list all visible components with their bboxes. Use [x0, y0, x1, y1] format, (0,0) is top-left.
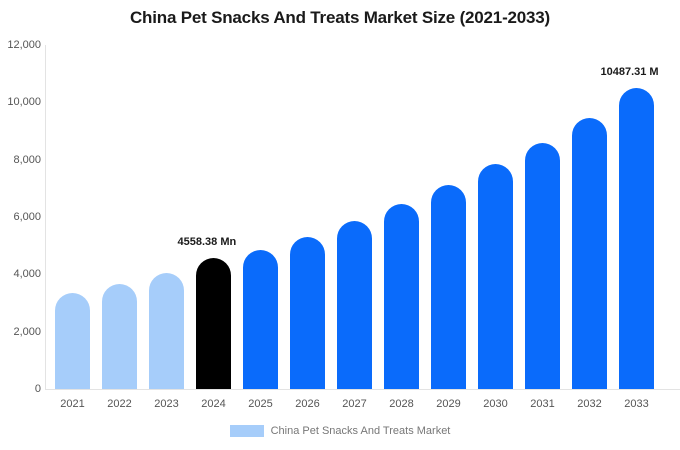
legend-swatch-icon — [229, 425, 264, 437]
x-axis-tick-label: 2025 — [248, 398, 273, 410]
legend-item-label: China Pet Snacks And Treats Market — [270, 425, 451, 437]
y-axis-tick-labels: 0 2,000 4,000 6,000 8,000 10,000 12,000 — [0, 0, 41, 450]
bar-2031[interactable] — [525, 143, 560, 389]
bar-2032[interactable] — [572, 118, 607, 389]
chart-title: China Pet Snacks And Treats Market Size … — [129, 8, 551, 27]
y-axis-tick-label: 8,000 — [13, 153, 41, 166]
bar-2028[interactable] — [384, 203, 419, 389]
data-label-2033: 10487.31 M — [600, 66, 659, 79]
x-axis-tick-label: 2032 — [577, 398, 602, 410]
x-axis-tick-label: 2033 — [624, 398, 649, 410]
y-axis-tick-label: 0 — [34, 383, 41, 395]
x-axis-tick-label: 2026 — [295, 398, 320, 410]
x-axis-line — [45, 389, 680, 390]
y-axis-tick-label: 4,000 — [13, 268, 41, 281]
y-axis-tick-label: 12,000 — [7, 39, 41, 51]
x-axis-tick-label: 2030 — [483, 398, 508, 410]
x-axis-tick-label: 2022 — [107, 398, 132, 410]
y-axis-tick-label: 6,000 — [13, 211, 41, 223]
y-axis-tick-label: 10,000 — [7, 96, 41, 109]
y-axis-tick-label: 2,000 — [13, 325, 41, 338]
y-axis-line — [45, 45, 46, 389]
x-axis-tick-label: 2024 — [201, 398, 226, 410]
x-axis-tick-label: 2023 — [154, 398, 179, 410]
bar-2033[interactable] — [619, 88, 654, 389]
data-label-2024: 4558.38 Mn — [177, 236, 237, 249]
bar-2026[interactable] — [290, 236, 325, 389]
bar-2023[interactable] — [149, 272, 184, 389]
bar-2022[interactable] — [102, 283, 137, 389]
bar-2027[interactable] — [337, 220, 372, 389]
x-axis-tick-label: 2028 — [389, 398, 414, 410]
chart-legend: China Pet Snacks And Treats Market — [0, 425, 680, 437]
bar-2029[interactable] — [431, 184, 466, 389]
x-axis-tick-label: 2031 — [530, 398, 555, 410]
bar-2030[interactable] — [478, 163, 513, 389]
bar-2025[interactable] — [243, 249, 278, 389]
bar-2021[interactable] — [55, 292, 90, 389]
x-axis-tick-label: 2029 — [436, 398, 461, 410]
x-axis-tick-label: 2021 — [60, 398, 85, 410]
x-axis-tick-label: 2027 — [342, 398, 367, 410]
bar-2024[interactable] — [196, 258, 231, 389]
